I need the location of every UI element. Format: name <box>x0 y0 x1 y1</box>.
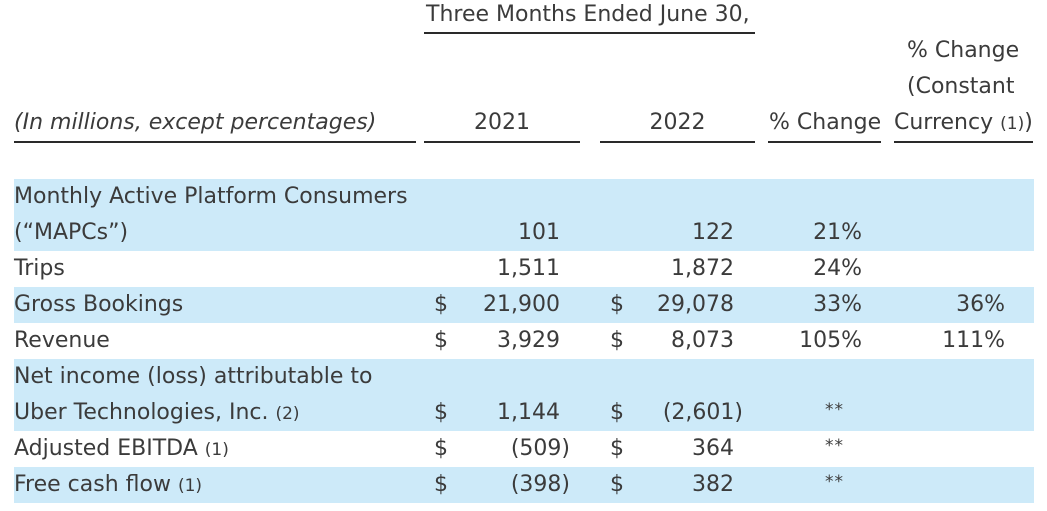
pct-change-constant-header-line1: % Change <box>907 38 1020 63</box>
row-label-mapcs-line1: Monthly Active Platform Consumers <box>14 184 408 209</box>
gross-bookings-2021-value: 21,900 <box>483 292 560 317</box>
row-label-revenue: Revenue <box>14 328 110 353</box>
row-band-net-income <box>14 359 1034 431</box>
row-band-mapcs <box>14 179 1034 251</box>
row-band-free-cash-flow <box>14 467 1034 503</box>
row-band-gross-bookings <box>14 287 1034 323</box>
revenue-pct-change: 105% <box>799 328 862 353</box>
adjusted-ebitda-2021-currency: $ <box>434 436 448 461</box>
net-income-pct-change: ** <box>825 400 844 420</box>
year-2022-underline <box>600 141 755 143</box>
gross-bookings-2022-currency: $ <box>610 292 624 317</box>
free-cash-flow-2021-currency: $ <box>434 472 448 497</box>
adjusted-ebitda-footnote-ref: (1) <box>204 440 229 460</box>
revenue-2022-value: 8,073 <box>671 328 734 353</box>
mapcs-2021-value: 101 <box>518 220 560 245</box>
net-income-2022-currency: $ <box>610 400 624 425</box>
net-income-label-text: Uber Technologies, Inc. <box>14 400 269 425</box>
adjusted-ebitda-2022-currency: $ <box>610 436 624 461</box>
net-income-footnote-ref: (2) <box>275 404 300 424</box>
year-2021-header: 2021 <box>474 110 530 135</box>
footnote-ref: (1) <box>1000 114 1025 134</box>
pct-change-constant-header-line3: Currency (1)) <box>894 109 1033 138</box>
year-2022-header: 2022 <box>649 110 706 135</box>
units-label: (In millions, except percentages) <box>14 110 377 135</box>
mapcs-pct-change: 21% <box>813 220 862 245</box>
free-cash-flow-2022-currency: $ <box>610 472 624 497</box>
row-label-free-cash-flow: Free cash flow (1) <box>14 471 202 500</box>
trips-2022-value: 1,872 <box>671 256 734 281</box>
pct-change-constant-header-line2: (Constant <box>907 74 1015 99</box>
adjusted-ebitda-2022-value: 364 <box>692 436 734 461</box>
row-label-gross-bookings: Gross Bookings <box>14 292 184 317</box>
adjusted-ebitda-2021-value: (509) <box>510 436 570 461</box>
pct-change-constant-underline <box>894 141 1033 143</box>
row-label-net-income-line1: Net income (loss) attributable to <box>14 364 373 389</box>
gross-bookings-2021-currency: $ <box>434 292 448 317</box>
free-cash-flow-2022-value: 382 <box>692 472 734 497</box>
closing-paren: ) <box>1024 110 1033 135</box>
period-underline <box>424 32 755 34</box>
trips-2021-value: 1,511 <box>497 256 560 281</box>
row-label-trips: Trips <box>14 256 65 281</box>
adjusted-ebitda-pct-change: ** <box>825 436 844 456</box>
pct-change-underline <box>768 141 881 143</box>
mapcs-2022-value: 122 <box>692 220 734 245</box>
free-cash-flow-footnote-ref: (1) <box>177 476 203 496</box>
gross-bookings-pct-change-constant: 36% <box>956 292 1005 317</box>
trips-pct-change: 24% <box>813 256 862 281</box>
period-header: Three Months Ended June 30, <box>426 2 750 27</box>
row-label-net-income-line2: Uber Technologies, Inc. (2) <box>14 399 300 428</box>
gross-bookings-2022-value: 29,078 <box>657 292 734 317</box>
net-income-2022-value: (2,601) <box>662 400 743 425</box>
revenue-2021-currency: $ <box>434 328 448 353</box>
free-cash-flow-label-text: Free cash flow <box>14 472 171 497</box>
gross-bookings-pct-change: 33% <box>813 292 862 317</box>
adjusted-ebitda-label-text: Adjusted EBITDA <box>14 436 198 461</box>
free-cash-flow-2021-value: (398) <box>510 472 570 497</box>
revenue-2021-value: 3,929 <box>497 328 560 353</box>
currency-label: Currency <box>894 110 994 135</box>
row-label-adjusted-ebitda: Adjusted EBITDA (1) <box>14 435 229 464</box>
year-2021-underline <box>424 141 580 143</box>
net-income-2021-currency: $ <box>434 400 448 425</box>
row-label-mapcs-line2: (“MAPCs”) <box>14 220 129 245</box>
units-underline <box>14 141 416 143</box>
revenue-2022-currency: $ <box>610 328 624 353</box>
free-cash-flow-pct-change: ** <box>825 472 844 492</box>
revenue-pct-change-constant: 111% <box>942 328 1005 353</box>
net-income-2021-value: 1,144 <box>497 400 560 425</box>
pct-change-header: % Change <box>769 110 882 135</box>
